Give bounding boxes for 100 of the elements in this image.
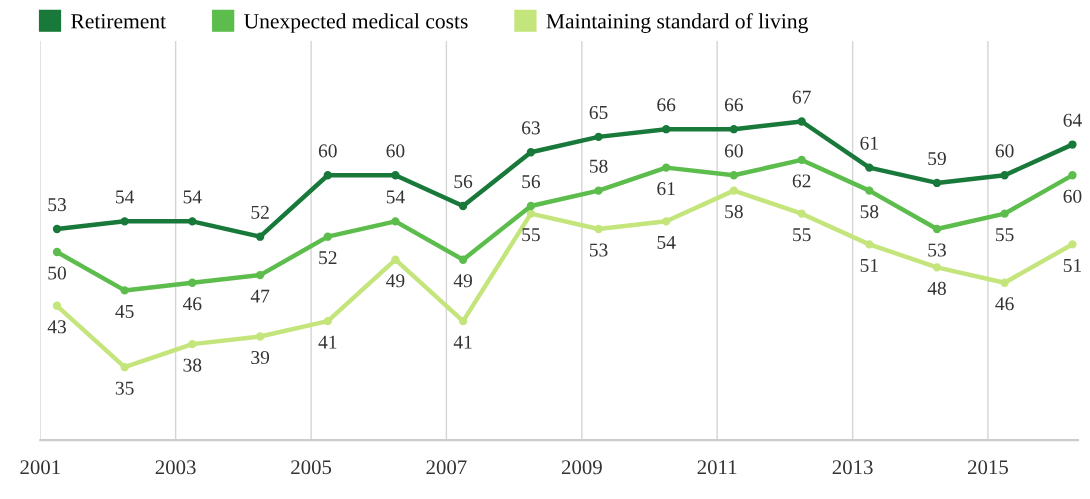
- point: [865, 186, 874, 195]
- x-tick-label: 2001: [20, 460, 60, 475]
- point: [391, 217, 400, 226]
- data-label: 67: [792, 90, 811, 104]
- point: [52, 224, 62, 234]
- point: [865, 163, 874, 172]
- point: [188, 278, 197, 287]
- data-label: 49: [386, 274, 405, 288]
- data-label: 38: [183, 358, 202, 372]
- point: [729, 125, 739, 134]
- data-label: 51: [1063, 258, 1082, 272]
- x-tick-label: 2013: [832, 460, 873, 475]
- point: [458, 316, 468, 326]
- point: [1000, 171, 1009, 180]
- point: [1068, 140, 1077, 149]
- data-label: 56: [522, 175, 541, 189]
- data-label: 64: [1063, 113, 1082, 127]
- point: [662, 217, 671, 226]
- data-label: 53: [928, 243, 946, 257]
- data-label: 60: [995, 144, 1014, 158]
- data-label: 45: [115, 305, 134, 318]
- point: [662, 163, 671, 172]
- point: [594, 186, 603, 195]
- point: [729, 171, 739, 180]
- point: [729, 186, 739, 195]
- point: [323, 232, 332, 241]
- x-tick-label: 2007: [426, 460, 467, 475]
- point: [1068, 171, 1077, 180]
- point: [52, 301, 62, 310]
- data-label: 59: [928, 152, 946, 166]
- x-tick-label: 2003: [155, 460, 196, 475]
- data-label: 52: [251, 205, 269, 219]
- point: [797, 209, 806, 218]
- point: [255, 232, 265, 241]
- data-label: 52: [319, 251, 337, 265]
- data-label: 66: [724, 98, 743, 112]
- point: [120, 286, 129, 295]
- data-label: 53: [48, 198, 66, 212]
- x-tick-label: 2011: [697, 460, 737, 475]
- point: [526, 201, 536, 211]
- point: [797, 155, 806, 165]
- data-label: 54: [386, 190, 405, 204]
- point: [255, 332, 265, 341]
- point: [391, 171, 400, 180]
- point: [662, 125, 671, 134]
- legend-label: Unexpected medical costs: [244, 13, 468, 33]
- data-label: 46: [182, 297, 202, 311]
- data-label: 60: [318, 144, 337, 158]
- data-label: 61: [860, 136, 878, 150]
- x-tick-label: 2009: [561, 460, 602, 475]
- data-label: 54: [657, 235, 676, 249]
- point: [188, 339, 197, 349]
- data-label: 41: [318, 335, 337, 349]
- data-label: 61: [657, 182, 675, 196]
- point: [323, 316, 332, 326]
- point: [458, 255, 468, 264]
- point: [323, 171, 332, 180]
- data-label: 41: [453, 335, 472, 349]
- point: [526, 148, 536, 157]
- point: [932, 178, 942, 188]
- data-label: 51: [860, 258, 878, 272]
- data-label: 62: [792, 174, 811, 188]
- point: [391, 255, 400, 264]
- point: [797, 117, 806, 126]
- point: [120, 363, 129, 372]
- data-label: 46: [995, 297, 1014, 311]
- data-label: 65: [589, 105, 608, 120]
- data-label: 54: [116, 190, 135, 204]
- data-label: 63: [522, 121, 540, 135]
- point: [932, 263, 942, 272]
- data-label: 48: [927, 281, 946, 295]
- point: [1000, 209, 1009, 218]
- point: [1068, 240, 1077, 249]
- point: [865, 240, 874, 249]
- x-tick-label: 2005: [291, 460, 332, 475]
- point: [594, 132, 603, 142]
- data-label: 54: [183, 190, 202, 204]
- data-label: 56: [454, 175, 473, 189]
- data-label: 55: [522, 228, 540, 242]
- data-label: 66: [657, 98, 676, 112]
- point: [594, 224, 603, 234]
- data-label: 55: [793, 228, 811, 242]
- data-label: 43: [47, 320, 66, 334]
- point: [932, 224, 942, 234]
- data-label: 50: [48, 266, 66, 280]
- x-tick-label: 2015: [968, 460, 1008, 475]
- data-label: 49: [453, 274, 472, 288]
- data-label: 60: [1063, 189, 1082, 203]
- point: [255, 270, 265, 280]
- point: [458, 201, 468, 211]
- data-label: 39: [251, 350, 270, 365]
- point: [188, 217, 197, 226]
- point: [120, 217, 129, 226]
- legend-label: Retirement: [71, 14, 166, 29]
- data-label: 58: [589, 159, 608, 173]
- point: [52, 247, 62, 257]
- data-label: 35: [115, 381, 134, 395]
- legend-label: Maintaining standard of living: [546, 13, 808, 33]
- point: [1000, 278, 1009, 287]
- data-label: 58: [725, 205, 743, 219]
